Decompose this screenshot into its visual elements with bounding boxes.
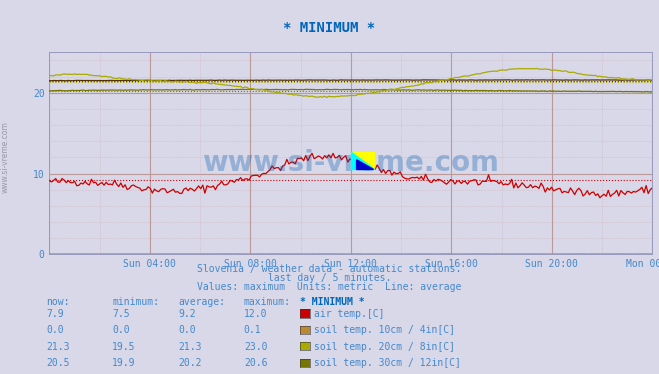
Text: last day / 5 minutes.: last day / 5 minutes. [268, 273, 391, 283]
Text: soil temp. 10cm / 4in[C]: soil temp. 10cm / 4in[C] [314, 325, 455, 335]
Text: 0.0: 0.0 [46, 325, 64, 335]
Text: 21.3: 21.3 [178, 342, 202, 352]
Text: 19.9: 19.9 [112, 358, 136, 368]
Text: 0.0: 0.0 [112, 325, 130, 335]
Text: maximum:: maximum: [244, 297, 291, 307]
Polygon shape [351, 152, 374, 169]
Text: * MINIMUM *: * MINIMUM * [300, 297, 364, 307]
Polygon shape [357, 160, 374, 169]
Text: now:: now: [46, 297, 70, 307]
Text: 9.2: 9.2 [178, 309, 196, 319]
Text: 0.1: 0.1 [244, 325, 262, 335]
Text: Values: maximum  Units: metric  Line: average: Values: maximum Units: metric Line: aver… [197, 282, 462, 292]
Text: 0.0: 0.0 [178, 325, 196, 335]
Text: minimum:: minimum: [112, 297, 159, 307]
Text: * MINIMUM *: * MINIMUM * [283, 21, 376, 34]
Polygon shape [351, 152, 374, 169]
Text: soil temp. 30cm / 12in[C]: soil temp. 30cm / 12in[C] [314, 358, 461, 368]
Text: soil temp. 20cm / 8in[C]: soil temp. 20cm / 8in[C] [314, 342, 455, 352]
Text: www.si-vreme.com: www.si-vreme.com [1, 121, 10, 193]
Text: average:: average: [178, 297, 225, 307]
Text: air temp.[C]: air temp.[C] [314, 309, 385, 319]
Text: 23.0: 23.0 [244, 342, 268, 352]
Text: 19.5: 19.5 [112, 342, 136, 352]
Text: 20.5: 20.5 [46, 358, 70, 368]
Text: 12.0: 12.0 [244, 309, 268, 319]
Text: 7.5: 7.5 [112, 309, 130, 319]
Text: 20.2: 20.2 [178, 358, 202, 368]
Text: 21.3: 21.3 [46, 342, 70, 352]
Text: 20.6: 20.6 [244, 358, 268, 368]
Text: Slovenia / weather data - automatic stations.: Slovenia / weather data - automatic stat… [197, 264, 462, 274]
Text: www.si-vreme.com: www.si-vreme.com [202, 150, 500, 177]
Text: 7.9: 7.9 [46, 309, 64, 319]
